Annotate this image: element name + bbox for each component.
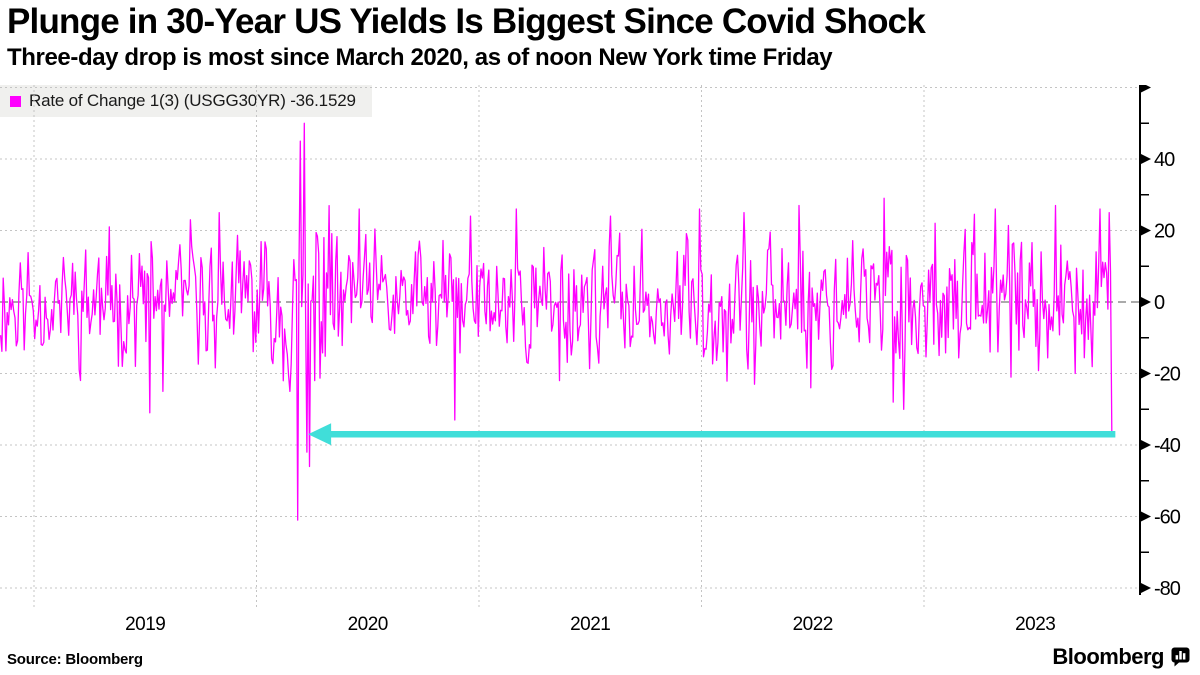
y-axis-major-tick-icon — [1141, 154, 1151, 164]
y-axis-tick-label: 40 — [1154, 149, 1175, 171]
y-axis-tick-label: -40 — [1154, 435, 1181, 457]
y-axis-tick-label: -80 — [1154, 578, 1181, 600]
page-subtitle: Three-day drop is most since March 2020,… — [7, 44, 833, 71]
bloomberg-wordmark: Bloomberg — [1052, 644, 1164, 669]
chart-area: Rate of Change 1(3) (USGG30YR) -36.1529 … — [0, 85, 1200, 630]
x-axis-label: 2020 — [347, 614, 389, 635]
bar-chart-bubble-icon — [1171, 647, 1190, 667]
y-axis-major-tick-icon — [1141, 440, 1151, 450]
y-axis-tick-label: -20 — [1154, 364, 1181, 386]
y-axis-major-tick-icon — [1141, 511, 1151, 522]
legend-swatch-icon — [10, 95, 21, 107]
y-axis-major-tick-icon — [1141, 225, 1151, 236]
y-axis-major-tick-icon — [1141, 297, 1151, 307]
y-axis-major-tick-icon — [1141, 368, 1151, 379]
source-attribution: Source: Bloomberg — [7, 651, 143, 668]
rate-of-change-series — [0, 122, 1113, 521]
chart-legend: Rate of Change 1(3) (USGG30YR) -36.1529 — [0, 85, 372, 117]
page-title: Plunge in 30-Year US Yields Is Biggest S… — [7, 2, 926, 41]
bloomberg-logo: Bloomberg — [1052, 644, 1190, 670]
y-axis-tick-label: 0 — [1154, 292, 1165, 314]
y-axis-major-tick-icon — [1141, 583, 1151, 593]
x-axis-label: 2021 — [570, 614, 611, 635]
legend-label: Rate of Change 1(3) (USGG30YR) -36.1529 — [29, 91, 356, 110]
y-axis-tick-label: 20 — [1154, 221, 1175, 243]
yield-change-line-chart: 40 20 0 -20 -40 -60 -80 — [0, 85, 1182, 607]
y-axis-tick-label: -60 — [1154, 507, 1181, 529]
x-axis-label: 2022 — [792, 614, 834, 635]
x-axis-label: 2019 — [125, 614, 166, 635]
y-axis-major-tick-icon — [1141, 85, 1151, 93]
x-axis-label: 2023 — [1015, 614, 1056, 635]
annotation-arrow-head-icon — [308, 423, 332, 446]
